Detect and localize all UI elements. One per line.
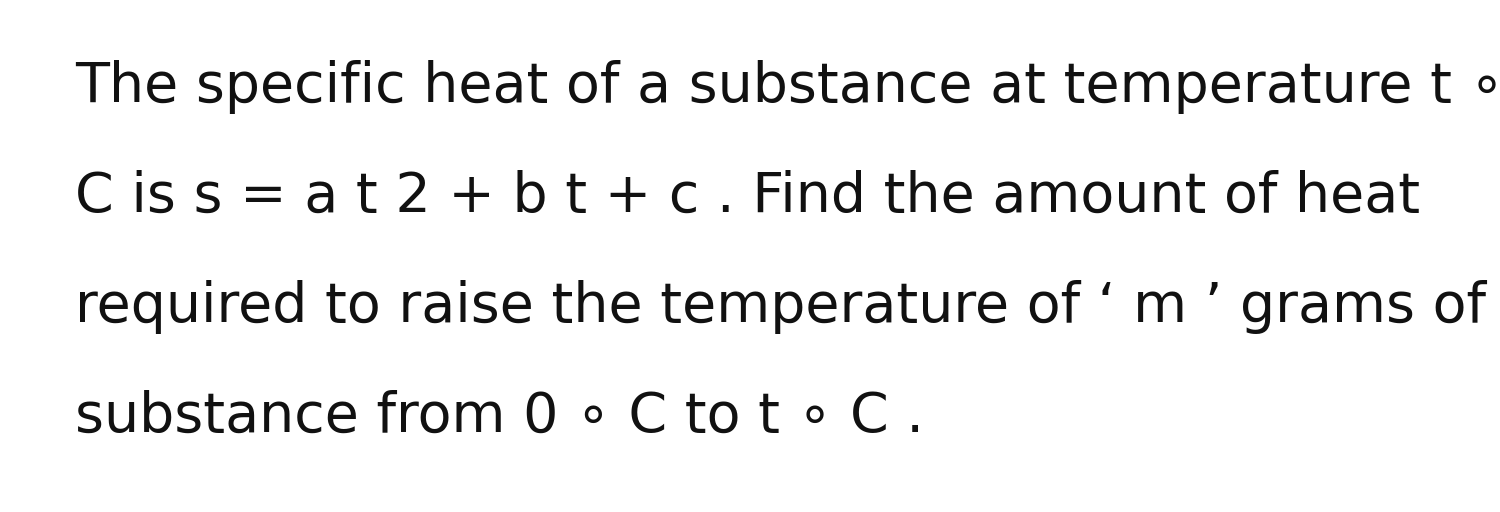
Text: substance from 0 ∘ C to t ∘ C .: substance from 0 ∘ C to t ∘ C . xyxy=(75,390,924,444)
Text: C is s = a t 2 + b t + c . Find the amount of heat: C is s = a t 2 + b t + c . Find the amou… xyxy=(75,170,1420,224)
Text: The specific heat of a substance at temperature t ∘: The specific heat of a substance at temp… xyxy=(75,60,1500,114)
Text: required to raise the temperature of ‘ m ’ grams of a: required to raise the temperature of ‘ m… xyxy=(75,280,1500,334)
